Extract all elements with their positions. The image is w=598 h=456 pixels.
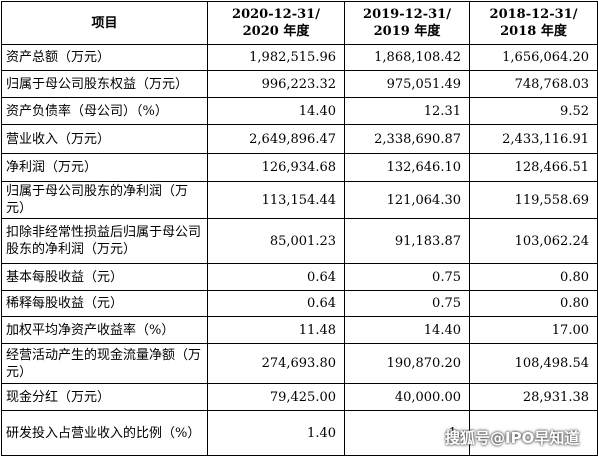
value-cell: 121,064.30	[344, 181, 470, 219]
header-line: 2020-12-31/	[232, 7, 320, 22]
value-cell: 0.75	[344, 290, 470, 317]
header-line: 项目	[91, 15, 118, 31]
value-cell: 126,934.68	[207, 153, 345, 182]
value-cell: 108,498.54	[469, 343, 598, 384]
value-cell: 85,001.23	[207, 218, 345, 264]
value-cell: 0.75	[344, 263, 470, 291]
header-cell: 2020-12-31/2020 年度	[207, 1, 345, 45]
value-cell: 128,466.51	[469, 153, 598, 182]
row-label: 资产负债率（母公司）（%）	[1, 97, 208, 125]
value-cell: 14.40	[207, 97, 345, 125]
header-line: 2019 年度	[373, 24, 441, 39]
row-label: 研发投入占营业收入的比例（%）	[1, 410, 208, 456]
value-cell: 28,931.38	[469, 383, 598, 411]
row-label: 经营活动产生的现金流量净额（万元）	[1, 343, 208, 384]
row-label: 加权平均净资产收益率（%）	[1, 316, 208, 344]
value-cell: 132,646.10	[344, 153, 470, 182]
value-cell: 9.52	[469, 97, 598, 125]
table-row: 现金分红（万元） 79,425.00 40,000.00 28,931.38	[1, 383, 598, 411]
value-cell: 103,062.24	[469, 218, 598, 264]
value-cell: 1,656,064.20	[469, 44, 598, 71]
row-label: 归属于母公司股东权益（万元）	[1, 70, 208, 98]
header-line: 2018-12-31/	[489, 7, 578, 22]
value-cell: 91,183.87	[344, 218, 470, 264]
value-cell: 119,558.69	[469, 181, 598, 219]
table-row: 归属于母公司股东权益（万元） 996,223.32 975,051.49 748,76…	[1, 70, 598, 98]
value-cell: 0.80	[469, 263, 598, 291]
value-cell: 0.80	[469, 290, 598, 317]
table-row: 加权平均净资产收益率（%） 11.48 14.40 17.00	[1, 316, 598, 344]
value-cell: 11.48	[207, 316, 345, 344]
row-label: 现金分红（万元）	[1, 383, 208, 411]
table-row: 稀释每股收益（元） 0.64 0.75 0.80	[1, 290, 598, 317]
header-cell: 2018-12-31/2018 年度	[469, 1, 598, 45]
table-row: 基本每股收益（元） 0.64 0.75 0.80	[1, 263, 598, 291]
table-row: 经营活动产生的现金流量净额（万元） 274,693.80 190,870.20 108…	[1, 343, 598, 384]
value-cell: 17.00	[469, 316, 598, 344]
header-cell: 项目	[1, 1, 208, 45]
row-label: 基本每股收益（元）	[1, 263, 208, 291]
watermark: 搜狐号@IPO早知道	[445, 429, 580, 447]
header-cell: 2019-12-31/2019 年度	[344, 1, 470, 45]
table-row: 资产负债率（母公司）（%） 14.40 12.31 9.52	[1, 97, 598, 125]
value-cell: 113,154.44	[207, 181, 345, 219]
row-label: 稀释每股收益（元）	[1, 290, 208, 317]
table-body: 资产总额（万元） 1,982,515.96 1,868,108.42 1,656,06…	[1, 44, 598, 456]
row-label: 营业收入（万元）	[1, 124, 208, 154]
value-cell: 996,223.32	[207, 70, 345, 98]
value-cell: 40,000.00	[344, 383, 470, 411]
value-cell: 975,051.49	[344, 70, 470, 98]
row-label: 扣除非经常性损益后归属于母公司股东的净利润（万元）	[1, 218, 208, 264]
value-cell: 748,768.03	[469, 70, 598, 98]
value-cell: 1.40	[207, 410, 345, 456]
table-row: 营业收入（万元） 2,649,896.47 2,338,690.87 2,433,11…	[1, 124, 598, 154]
value-cell: 274,693.80	[207, 343, 345, 384]
value-cell: 190,870.20	[344, 343, 470, 384]
header-line: 2019-12-31/	[363, 7, 451, 22]
row-label: 资产总额（万元）	[1, 44, 208, 71]
value-cell: 14.40	[344, 316, 470, 344]
value-cell: 0.64	[207, 263, 345, 291]
value-cell: 2,338,690.87	[344, 124, 470, 154]
value-cell: 2,433,116.91	[469, 124, 598, 154]
row-label: 净利润（万元）	[1, 153, 208, 182]
table-row: 净利润（万元） 126,934.68 132,646.10 128,466.51	[1, 153, 598, 182]
row-label: 归属于母公司股东的净利润（万元）	[1, 181, 208, 219]
value-cell: 79,425.00	[207, 383, 345, 411]
header-line: 2020 年度	[242, 24, 310, 39]
table-row: 归属于母公司股东的净利润（万元） 113,154.44 121,064.30 119,…	[1, 181, 598, 219]
header-row: 项目 2020-12-31/2020 年度 2019-12-31/2019 年度 20…	[1, 1, 598, 45]
value-cell: 12.31	[344, 97, 470, 125]
value-cell: 1,868,108.42	[344, 44, 470, 71]
table-row: 资产总额（万元） 1,982,515.96 1,868,108.42 1,656,06…	[1, 44, 598, 71]
value-cell: 2,649,896.47	[207, 124, 345, 154]
header-line: 2018 年度	[500, 24, 567, 39]
value-cell: 1,982,515.96	[207, 44, 345, 71]
value-cell	[469, 410, 598, 456]
table-row: 研发投入占营业收入的比例（%） 1.40 1.	[1, 410, 598, 456]
table-row: 扣除非经常性损益后归属于母公司股东的净利润（万元） 85,001.23 91,183…	[1, 218, 598, 264]
value-cell: 0.64	[207, 290, 345, 317]
